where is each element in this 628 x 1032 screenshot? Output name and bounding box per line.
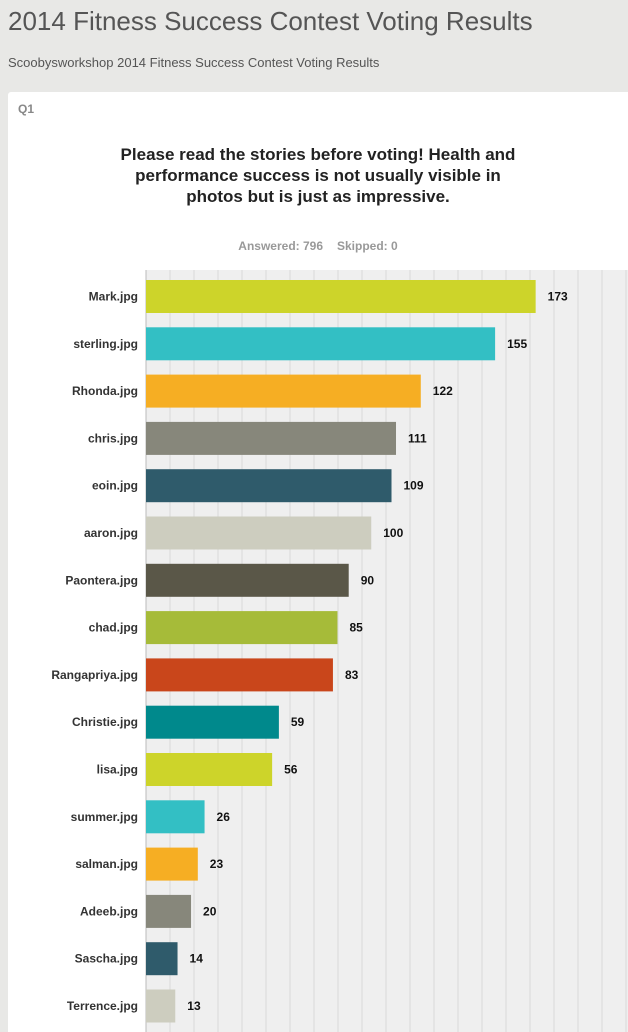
category-label: summer.jpg	[71, 810, 138, 824]
value-label: 173	[548, 290, 568, 304]
bar-mark[interactable]	[146, 280, 536, 313]
page-subtitle: Scoobysworkshop 2014 Fitness Success Con…	[8, 55, 380, 70]
question-card: Q1 Please read the stories before voting…	[8, 92, 628, 1032]
value-label: 90	[361, 573, 375, 587]
bar-aaron[interactable]	[146, 516, 372, 550]
page-title: 2014 Fitness Success Contest Voting Resu…	[8, 6, 533, 36]
question-text: Please read the stories before voting! H…	[120, 145, 516, 206]
category-label: eoin.jpg	[92, 479, 138, 493]
category-label: chris.jpg	[88, 431, 138, 445]
value-label: 26	[217, 810, 231, 824]
bar-adeeb[interactable]	[146, 894, 192, 928]
bar-rhonda[interactable]	[146, 374, 421, 408]
category-label: lisa.jpg	[97, 763, 138, 777]
bar-paontera[interactable]	[146, 563, 349, 597]
value-label: 85	[349, 621, 363, 635]
value-label: 155	[507, 337, 527, 351]
category-label: Adeeb.jpg	[80, 904, 138, 918]
bar-sterling[interactable]	[146, 327, 496, 361]
value-label: 20	[203, 904, 217, 918]
bar-sascha[interactable]	[146, 942, 178, 976]
value-label: 23	[210, 857, 224, 871]
category-label: Paontera.jpg	[65, 573, 138, 587]
value-label: 14	[190, 952, 204, 966]
value-label: 83	[345, 668, 359, 682]
bar-rangapriya[interactable]	[146, 658, 333, 692]
question-number: Q1	[18, 102, 35, 116]
value-label: 59	[291, 715, 305, 729]
bar-chart: Mark.jpg 173 sterling.jpg 155 Rhonda.jpg 122 c…	[51, 270, 627, 1032]
value-label: 111	[408, 431, 427, 445]
category-label: Terrence.jpg	[67, 999, 138, 1013]
category-label: salman.jpg	[75, 857, 138, 871]
bar-lisa[interactable]	[146, 753, 273, 786]
bar-summer[interactable]	[146, 800, 205, 834]
bar-terrence[interactable]	[146, 989, 176, 1023]
category-label: sterling.jpg	[73, 337, 138, 351]
category-label: Sascha.jpg	[75, 952, 138, 966]
bar-salman[interactable]	[146, 847, 198, 881]
response-stats: Answered: 796 Skipped: 0	[8, 239, 628, 253]
value-label: 122	[433, 384, 453, 398]
category-label: Rangapriya.jpg	[51, 668, 138, 682]
category-label: Rhonda.jpg	[72, 384, 138, 398]
bar-eoin[interactable]	[146, 469, 392, 503]
bar-christie[interactable]	[146, 705, 279, 739]
answered-count: Answered: 796	[238, 239, 323, 253]
value-label: 100	[383, 526, 403, 540]
skipped-count: Skipped: 0	[337, 239, 398, 253]
category-label: Christie.jpg	[72, 715, 138, 729]
bar-chris[interactable]	[146, 421, 397, 455]
category-label: Mark.jpg	[89, 290, 138, 304]
value-label: 56	[284, 763, 298, 777]
bar-chad[interactable]	[146, 611, 338, 645]
category-label: aaron.jpg	[84, 526, 138, 540]
value-label: 109	[404, 479, 424, 493]
value-label: 13	[187, 999, 201, 1013]
category-label: chad.jpg	[89, 621, 138, 635]
